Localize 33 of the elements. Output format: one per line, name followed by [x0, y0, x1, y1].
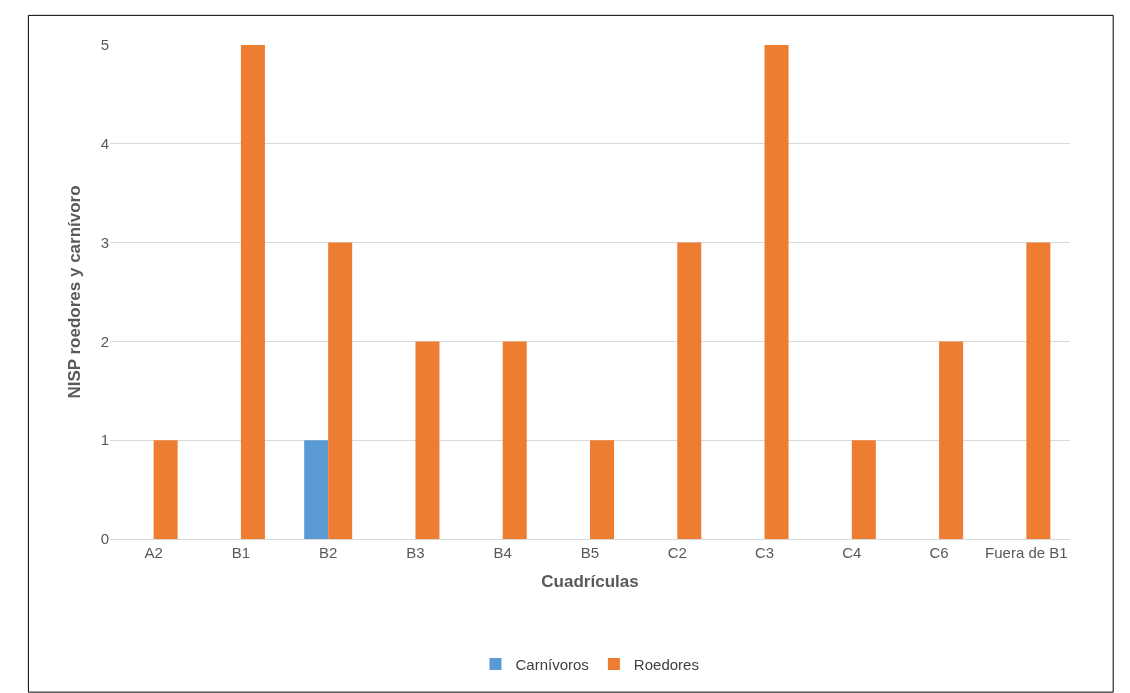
x-tick-label: C2 [667, 544, 687, 561]
y-tick-label: 0 [100, 530, 109, 548]
bar [240, 45, 265, 539]
y-axis-title: NISP roedores y carnívoro [65, 185, 85, 399]
bar [153, 440, 178, 539]
legend-label: Carnívoros [515, 655, 589, 673]
bar [415, 341, 440, 539]
x-tick-label: C3 [754, 544, 775, 561]
x-tick-label: B4 [493, 544, 512, 561]
x-tick-label: C6 [929, 544, 949, 561]
bar [764, 45, 789, 539]
bar [590, 440, 614, 539]
bar [328, 242, 353, 539]
bar [851, 440, 876, 539]
y-tick-label: 2 [100, 332, 109, 350]
legend-label: Roedores [633, 655, 699, 673]
y-tick-label: 3 [100, 233, 109, 251]
bar [502, 341, 527, 539]
x-tick-label: B5 [580, 544, 600, 561]
x-tick-label: B2 [319, 544, 338, 561]
y-tick-label: 4 [100, 135, 109, 153]
y-tick-label: 5 [100, 36, 109, 54]
x-axis-title: Cuadrículas [541, 572, 639, 592]
x-tick-label: A2 [144, 544, 163, 561]
x-tick-label: C4 [842, 544, 862, 561]
bar [939, 341, 964, 539]
x-tick-label: Fuera de B1 [985, 544, 1068, 561]
x-tick-label: B3 [406, 544, 425, 561]
y-tick-label: 1 [100, 431, 109, 449]
bar [1026, 242, 1051, 539]
bar [677, 242, 702, 539]
bar [304, 440, 329, 539]
x-tick-label: B1 [231, 544, 251, 561]
